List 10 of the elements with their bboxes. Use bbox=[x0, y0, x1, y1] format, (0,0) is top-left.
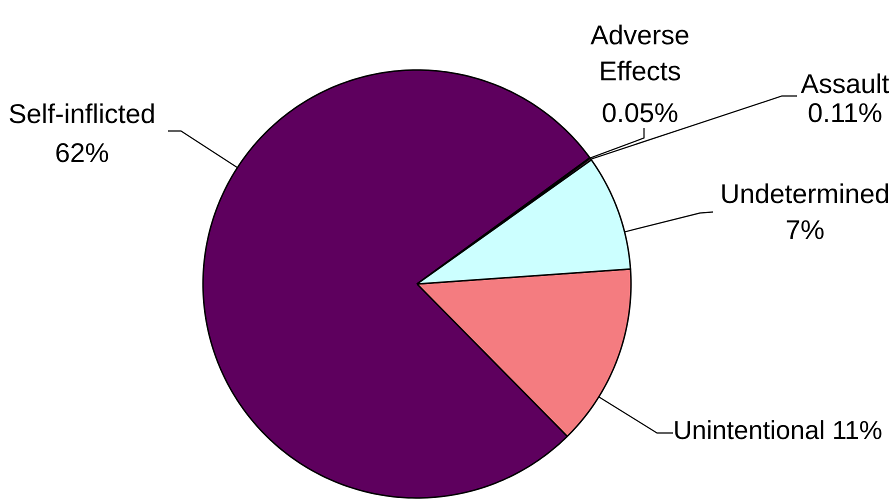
slice-label: Unintentional bbox=[675, 420, 824, 440]
data-label: 0.05% bbox=[602, 103, 678, 122]
data-label: 11% bbox=[834, 420, 882, 440]
data-label: 0.11% bbox=[808, 103, 882, 122]
slice-label: Self-inflicted bbox=[10, 103, 154, 124]
slice-label: Undetermined bbox=[722, 183, 888, 204]
slice-label: Adverse Effects bbox=[590, 24, 688, 81]
slice-label: Assault bbox=[800, 73, 890, 94]
data-label: 7% bbox=[786, 220, 824, 240]
data-label: 62% bbox=[56, 143, 108, 162]
